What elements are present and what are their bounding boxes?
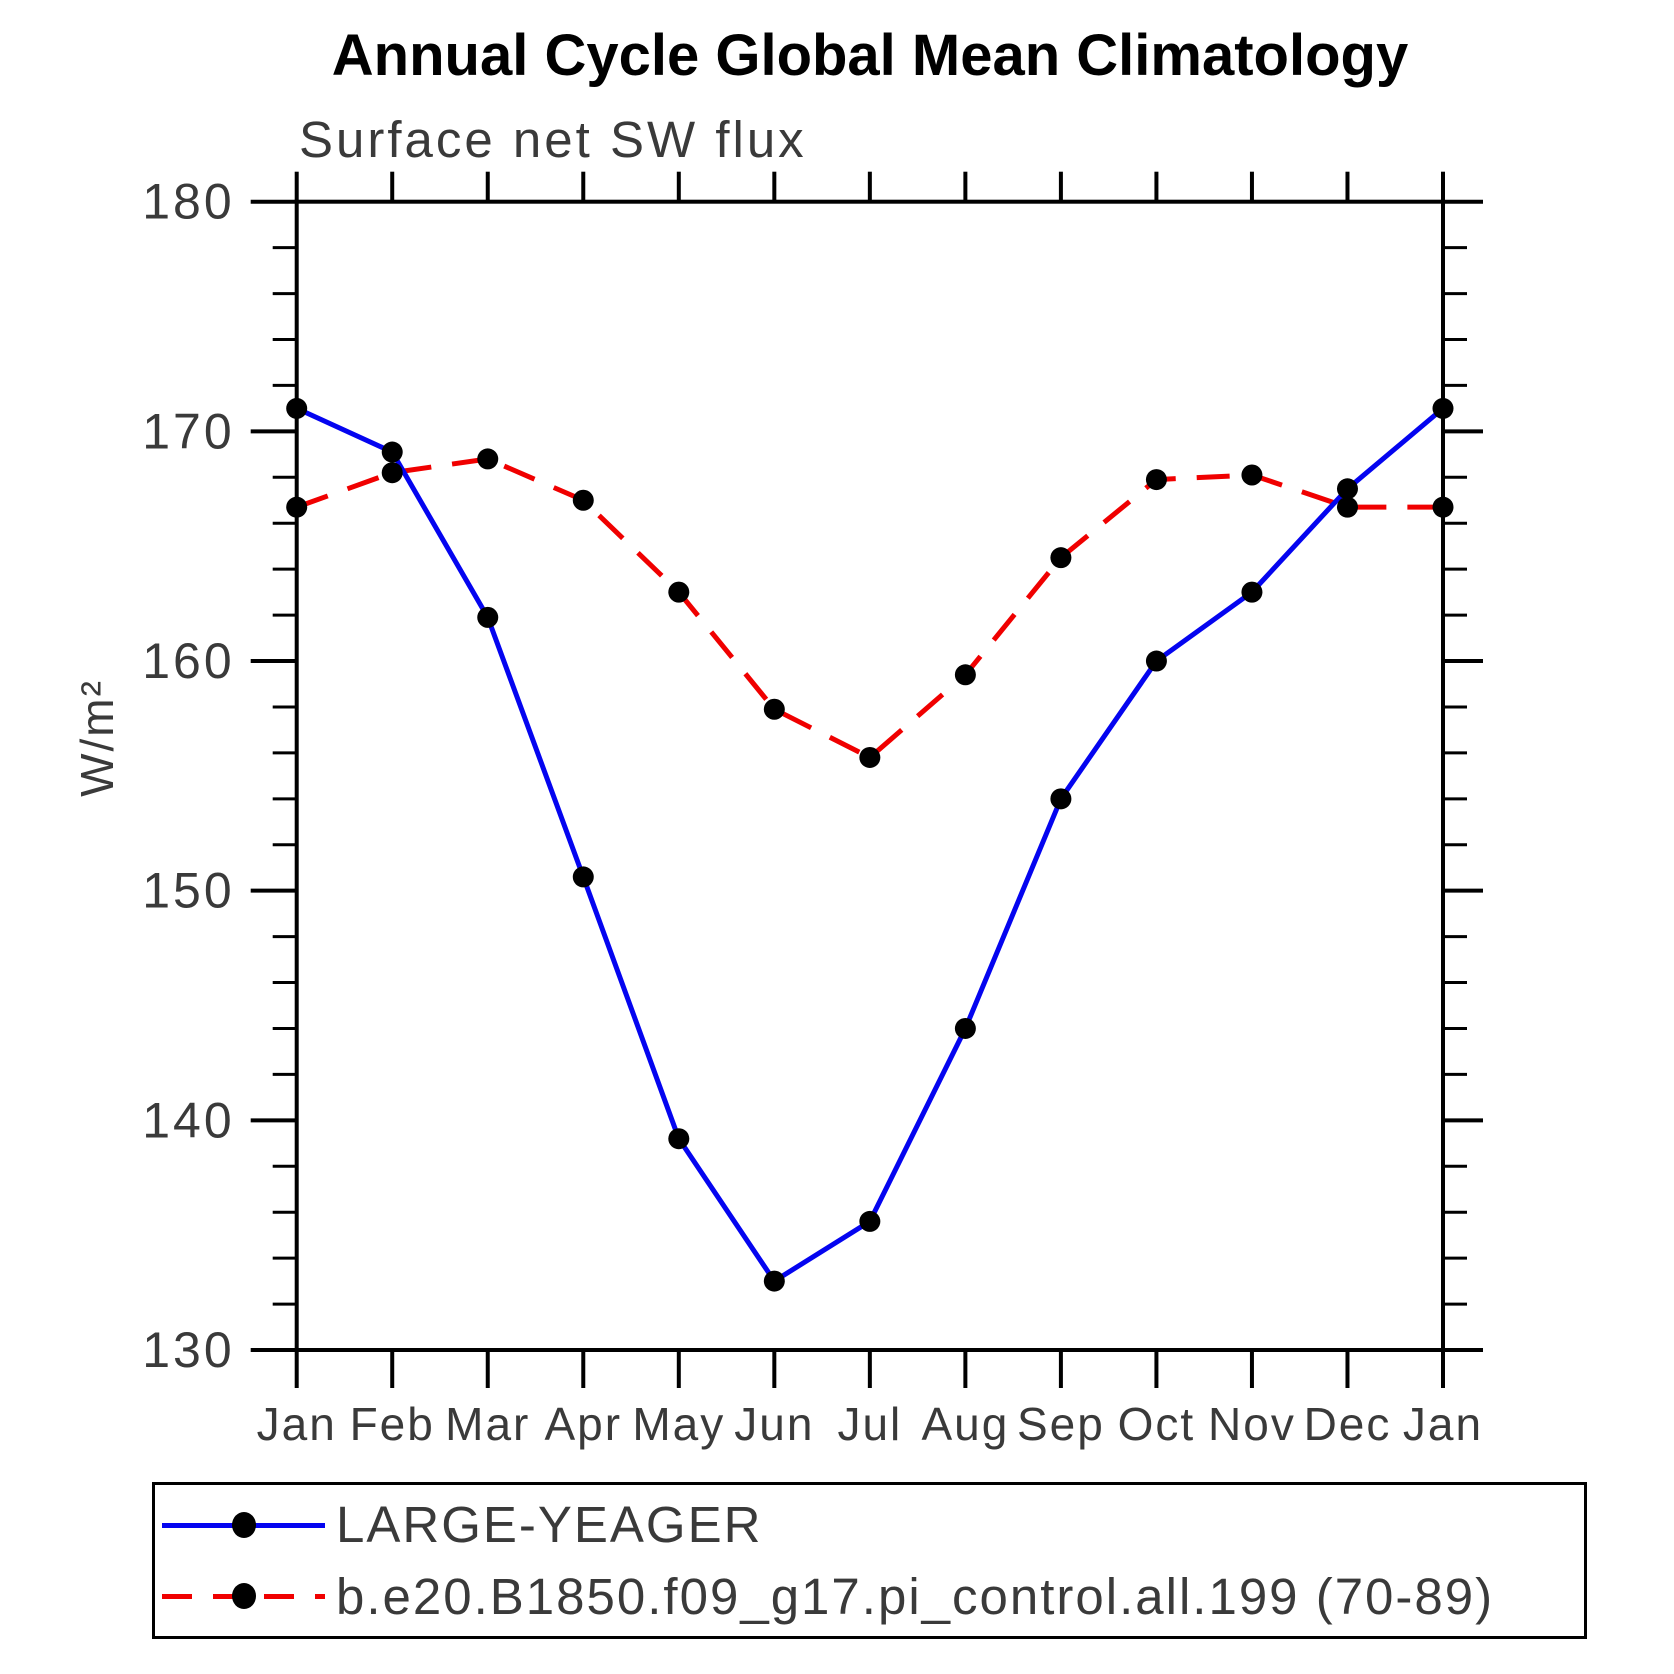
marker-dot-icon xyxy=(232,1511,256,1538)
data-marker xyxy=(954,1017,976,1039)
series-line-b-e20-b1850-f09-g17-pi-control-all-199-70-89- xyxy=(295,456,1443,760)
legend-item: LARGE-YEAGER xyxy=(155,1493,1584,1557)
data-marker xyxy=(1050,547,1072,569)
data-marker xyxy=(763,698,785,720)
chart-subtitle: Surface net SW flux xyxy=(299,111,807,168)
data-marker xyxy=(381,462,403,484)
legend-item: b.e20.B1850.f09_g17.pi_control.all.199 (… xyxy=(155,1564,1584,1628)
legend: LARGE-YEAGER b.e20.B1850.f09_g17.pi_cont… xyxy=(152,1482,1587,1639)
data-marker xyxy=(477,448,499,470)
legend-label: LARGE-YEAGER xyxy=(336,1496,763,1554)
data-marker xyxy=(1336,496,1358,518)
marker-dot-icon xyxy=(232,1583,256,1610)
data-marker xyxy=(954,664,976,686)
legend-line-sample-dashed xyxy=(162,1583,325,1610)
data-marker xyxy=(381,441,403,463)
y-tick-label: 150 xyxy=(142,863,234,919)
y-tick-label: 130 xyxy=(142,1322,234,1378)
x-tick-label: Apr xyxy=(544,1398,622,1450)
data-marker xyxy=(1145,469,1167,491)
x-tick-label: Jan xyxy=(257,1398,337,1450)
x-tick-label: Jun xyxy=(734,1398,814,1450)
x-tick-label: Jul xyxy=(837,1398,902,1450)
data-marker xyxy=(1432,496,1454,518)
data-marker xyxy=(572,489,594,511)
chart-title: Annual Cycle Global Mean Climatology xyxy=(331,23,1409,88)
x-tick-label: Aug xyxy=(921,1398,1009,1450)
data-marker xyxy=(286,496,308,518)
data-marker xyxy=(763,1270,785,1292)
data-marker xyxy=(477,606,499,628)
series-line-large-yeager xyxy=(295,406,1445,1284)
data-marker xyxy=(1336,478,1358,500)
data-marker xyxy=(286,397,308,419)
data-marker xyxy=(1241,581,1263,603)
y-tick-label: 170 xyxy=(142,403,234,459)
data-marker xyxy=(668,1128,690,1150)
data-marker xyxy=(1432,397,1454,419)
legend-label: b.e20.B1850.f09_g17.pi_control.all.199 (… xyxy=(336,1567,1495,1625)
x-tick-label: Jan xyxy=(1403,1398,1483,1450)
data-marker xyxy=(859,1210,881,1232)
data-marker xyxy=(859,746,881,768)
x-tick-label: Sep xyxy=(1017,1398,1105,1450)
data-marker xyxy=(1145,650,1167,672)
legend-line-sample-solid xyxy=(162,1511,325,1538)
x-tick-label: Dec xyxy=(1304,1398,1392,1450)
x-tick-label: May xyxy=(632,1398,725,1450)
y-tick-label: 180 xyxy=(142,174,234,230)
x-tick-label: Nov xyxy=(1208,1398,1296,1450)
data-marker xyxy=(1050,788,1072,810)
y-tick-label: 160 xyxy=(142,633,234,689)
data-marker xyxy=(572,866,594,888)
plot-frame xyxy=(294,199,1446,1353)
x-tick-label: Feb xyxy=(350,1398,435,1450)
data-marker xyxy=(668,581,690,603)
x-tick-label: Oct xyxy=(1118,1398,1196,1450)
x-tick-label: Mar xyxy=(445,1398,530,1450)
data-marker xyxy=(1241,464,1263,486)
y-tick-label: 140 xyxy=(142,1092,234,1148)
